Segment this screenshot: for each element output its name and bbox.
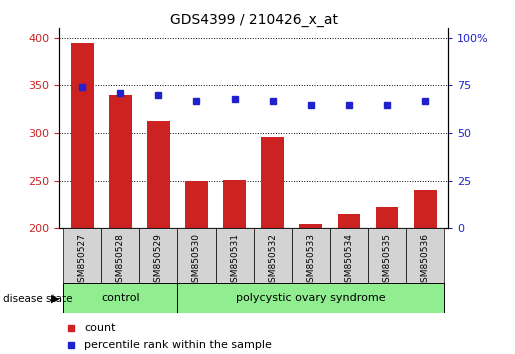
Bar <box>139 228 177 283</box>
Bar <box>71 42 94 228</box>
Text: GSM850533: GSM850533 <box>306 233 315 288</box>
Text: GSM850536: GSM850536 <box>421 233 430 288</box>
Bar <box>185 181 208 228</box>
Bar <box>109 95 132 228</box>
Bar <box>337 214 360 228</box>
Text: GSM850532: GSM850532 <box>268 233 277 287</box>
Text: GSM850529: GSM850529 <box>154 233 163 287</box>
Bar <box>63 228 101 283</box>
Text: GSM850528: GSM850528 <box>116 233 125 287</box>
Bar <box>375 207 399 228</box>
Bar <box>177 228 215 283</box>
Bar <box>215 228 253 283</box>
Text: ▶: ▶ <box>50 294 59 304</box>
Text: percentile rank within the sample: percentile rank within the sample <box>84 340 272 350</box>
Bar <box>147 121 170 228</box>
Bar <box>261 137 284 228</box>
Bar <box>177 283 444 313</box>
Text: GSM850534: GSM850534 <box>345 233 353 287</box>
Text: count: count <box>84 322 116 332</box>
Bar <box>406 228 444 283</box>
Bar <box>368 228 406 283</box>
Bar <box>414 190 437 228</box>
Text: polycystic ovary syndrome: polycystic ovary syndrome <box>236 293 386 303</box>
Text: GSM850527: GSM850527 <box>78 233 87 287</box>
Text: control: control <box>101 293 140 303</box>
Bar <box>223 180 246 228</box>
Text: GSM850530: GSM850530 <box>192 233 201 288</box>
Bar <box>292 228 330 283</box>
Text: GSM850531: GSM850531 <box>230 233 239 288</box>
Bar <box>63 283 177 313</box>
Title: GDS4399 / 210426_x_at: GDS4399 / 210426_x_at <box>169 13 338 27</box>
Bar <box>253 228 292 283</box>
Bar <box>330 228 368 283</box>
Text: disease state: disease state <box>3 294 72 304</box>
Bar <box>299 224 322 228</box>
Text: GSM850535: GSM850535 <box>383 233 391 288</box>
Bar <box>101 228 139 283</box>
